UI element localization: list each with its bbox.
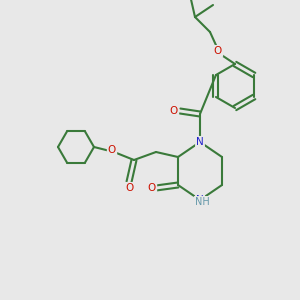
Text: O: O	[108, 145, 116, 155]
Text: NH: NH	[195, 197, 209, 207]
Text: O: O	[214, 46, 222, 56]
Text: N: N	[196, 137, 204, 147]
Text: O: O	[170, 106, 178, 116]
Text: N: N	[196, 195, 204, 205]
Text: O: O	[125, 183, 133, 193]
Text: O: O	[148, 183, 156, 193]
